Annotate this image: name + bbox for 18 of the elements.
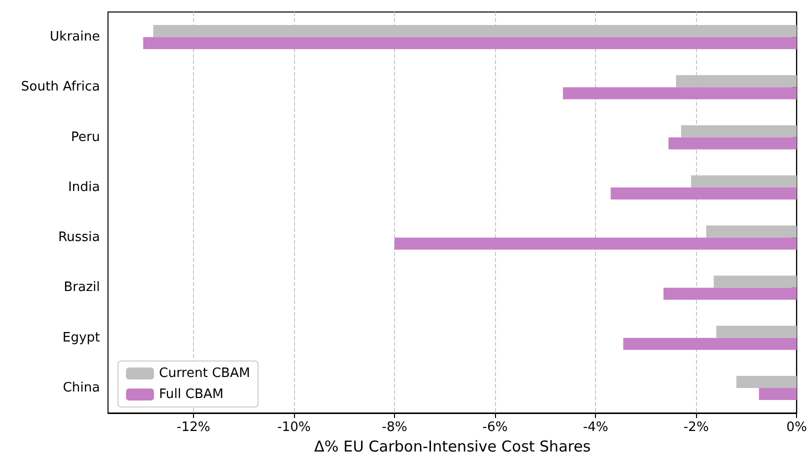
x-tick-label: -2% <box>683 420 709 435</box>
y-tick-label: China <box>62 380 100 396</box>
y-tick-label: Peru <box>71 130 100 145</box>
legend-label: Full CBAM <box>159 387 224 402</box>
y-tick-label: Russia <box>58 230 100 246</box>
x-tick-label: -10% <box>277 420 311 435</box>
y-tick-label: Egypt <box>62 330 100 346</box>
x-axis-title: Δ% EU Carbon-Intensive Cost Shares <box>314 438 591 456</box>
y-tick-label: South Africa <box>21 80 100 95</box>
y-tick-label: India <box>68 180 100 195</box>
x-tick-label: 0% <box>786 420 807 435</box>
legend-label: Current CBAM <box>159 366 250 381</box>
x-tick-label: -6% <box>482 420 508 435</box>
x-tick-label: -4% <box>582 420 608 435</box>
y-tick-label: Ukraine <box>50 30 100 45</box>
x-tick-label: -12% <box>176 420 210 435</box>
y-tick-label: Brazil <box>64 280 100 296</box>
x-tick-label: -8% <box>382 420 408 435</box>
